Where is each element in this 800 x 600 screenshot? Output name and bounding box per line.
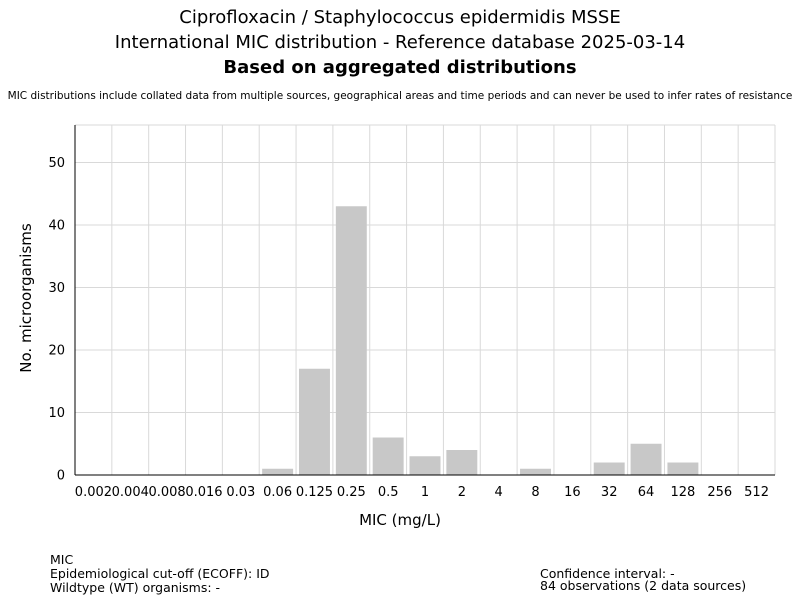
bar-series xyxy=(262,206,699,475)
y-tick-label: 40 xyxy=(48,219,65,234)
y-tick-label: 20 xyxy=(48,344,65,359)
bar-0.06 xyxy=(262,468,294,475)
x-tick-label: 0.016 xyxy=(185,485,222,500)
x-tick-label: 256 xyxy=(707,485,732,500)
chart-subtitle: International MIC distribution - Referen… xyxy=(114,32,686,53)
x-tick-label: 0.06 xyxy=(263,485,292,500)
x-tick-label: 0.008 xyxy=(148,485,185,500)
bar-64 xyxy=(630,443,662,475)
x-tick-label: 0.125 xyxy=(296,485,333,500)
bar-128 xyxy=(667,462,699,475)
x-tick-label: 0.004 xyxy=(112,485,149,500)
grid-lines xyxy=(75,124,776,475)
ecoff-text: Epidemiological cut-off (ECOFF): ID xyxy=(50,566,270,581)
x-tick-label: 4 xyxy=(495,485,503,500)
bar-2 xyxy=(446,450,478,475)
y-tick-label: 50 xyxy=(48,156,65,171)
x-tick-label: 32 xyxy=(601,485,618,500)
x-tick-label: 0.25 xyxy=(337,485,366,500)
bar-0.125 xyxy=(299,368,330,475)
x-tick-label: 2 xyxy=(458,485,466,500)
bar-0.25 xyxy=(335,206,367,475)
bar-8 xyxy=(520,468,551,475)
chart-subtitle-bold: Based on aggregated distributions xyxy=(223,57,577,78)
x-tick-label: 0.5 xyxy=(378,485,399,500)
x-tick-label: 512 xyxy=(744,485,769,500)
x-tick-label: 16 xyxy=(564,485,581,500)
x-tick-label: 0.03 xyxy=(226,485,255,500)
chart-title: Ciprofloxacin / Staphylococcus epidermid… xyxy=(179,7,621,28)
bar-32 xyxy=(593,462,625,475)
x-tick-labels: 0.002 0.004 0.008 0.016 0.03 0.06 0.125 0.25 0.5… xyxy=(75,485,769,500)
bar-1 xyxy=(409,456,441,475)
x-tick-label: 8 xyxy=(531,485,539,500)
y-tick-label: 0 xyxy=(57,469,65,484)
confidence-interval-text: Confidence interval: - xyxy=(540,566,675,581)
x-tick-label: 64 xyxy=(638,485,655,500)
axes xyxy=(74,125,775,476)
y-tick-label: 30 xyxy=(48,281,65,296)
y-axis-label: No. microorganisms xyxy=(17,223,35,373)
x-axis-label: MIC (mg/L) xyxy=(359,511,441,529)
y-tick-labels: 0 10 20 30 40 50 xyxy=(48,156,65,484)
bar-0.5 xyxy=(372,437,404,475)
observations-text: 84 observations (2 data sources) xyxy=(540,578,747,593)
disclaimer-note: MIC distributions include collated data … xyxy=(7,90,793,102)
y-tick-label: 10 xyxy=(48,406,65,421)
wildtype-text: Wildtype (WT) organisms: - xyxy=(50,580,221,595)
x-tick-label: 0.002 xyxy=(75,485,112,500)
x-tick-label: 128 xyxy=(670,485,695,500)
mic-footer-label: MIC xyxy=(50,552,74,567)
x-tick-label: 1 xyxy=(421,485,429,500)
